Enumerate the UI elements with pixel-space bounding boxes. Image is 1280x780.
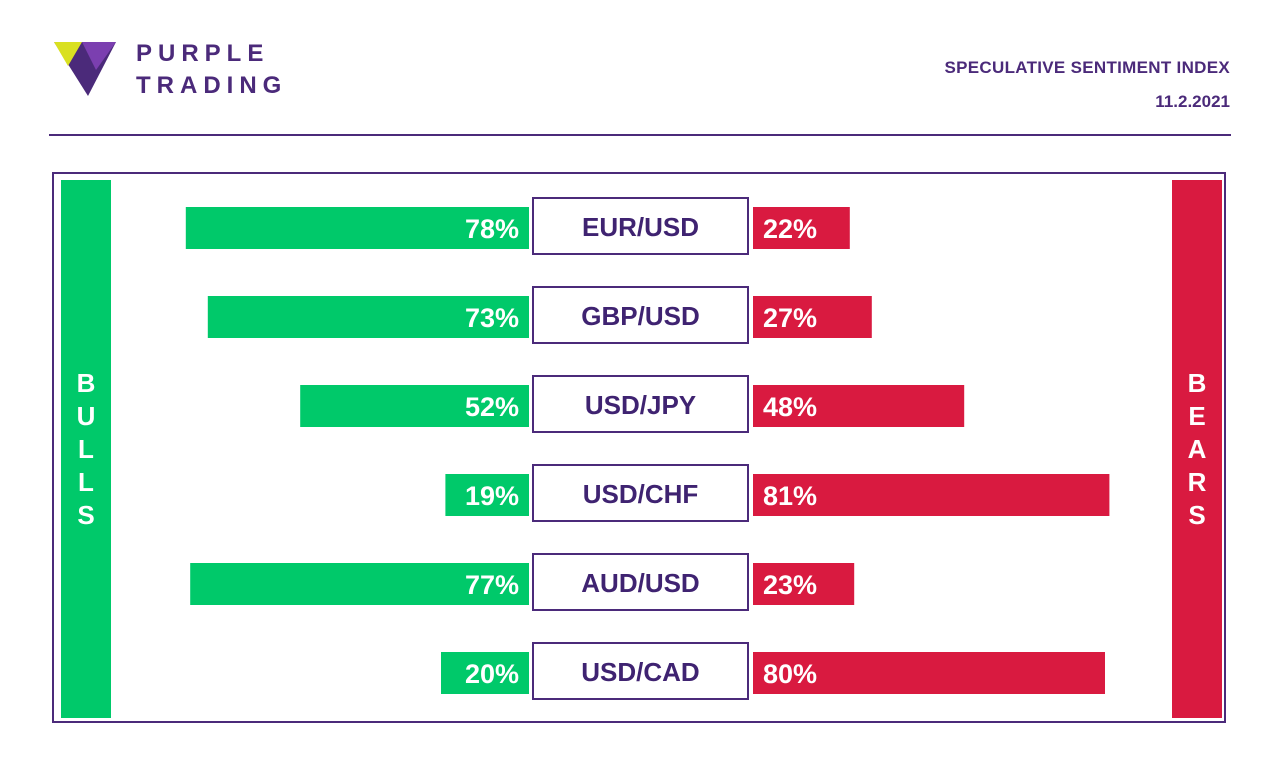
chart-frame [52, 172, 1226, 723]
bull-value-label: 78% [465, 214, 519, 244]
brand-logo: PURPLE TRADING [52, 40, 312, 100]
bulls-letter: S [77, 499, 95, 530]
pair-box [532, 464, 749, 522]
purple-trading-logo-icon [54, 42, 116, 96]
bears-letter: R [1187, 466, 1207, 497]
pair-box [532, 286, 749, 344]
pair-box [532, 553, 749, 611]
bull-value-label: 77% [465, 570, 519, 600]
bull-bar [185, 207, 530, 249]
bear-bar [753, 563, 855, 605]
brand-name-line2: TRADING [136, 72, 288, 99]
bears-letter: B [1187, 367, 1207, 398]
pair-label: USD/CAD [581, 657, 699, 687]
bull-bar [190, 563, 529, 605]
bear-value-label: 27% [763, 303, 817, 333]
bull-value-label: 52% [465, 392, 519, 422]
pair-box [532, 642, 749, 700]
pair-label: EUR/USD [582, 212, 699, 242]
bear-value-label: 22% [763, 214, 817, 244]
bear-value-label: 48% [763, 392, 817, 422]
bull-value-label: 73% [465, 303, 519, 333]
bear-bar [753, 652, 1105, 694]
bears-letter: S [1188, 499, 1206, 530]
bull-bar [445, 474, 529, 516]
bull-bar [207, 296, 530, 338]
page-title: SPECULATIVE SENTIMENT INDEX [944, 58, 1230, 77]
bull-value-label: 19% [465, 481, 519, 511]
pair-label: GBP/USD [581, 301, 699, 331]
bear-value-label: 80% [763, 659, 817, 689]
bull-bar [441, 652, 529, 694]
bears-letter: E [1188, 400, 1206, 431]
bears-letter: A [1187, 433, 1207, 464]
pair-label: USD/CHF [583, 479, 699, 509]
pair-label: AUD/USD [581, 568, 699, 598]
brand-name-line1: PURPLE [136, 40, 270, 67]
bear-value-label: 81% [763, 481, 817, 511]
bear-bar [753, 296, 872, 338]
bulls-letter: L [78, 466, 94, 497]
bulls-letter: B [76, 367, 96, 398]
page-date: 11.2.2021 [1155, 92, 1230, 111]
bull-bar [300, 385, 529, 427]
header-divider [49, 134, 1231, 136]
bear-bar [753, 385, 965, 427]
pair-label: USD/JPY [585, 390, 696, 420]
bulls-letter: U [76, 400, 96, 431]
pair-box [532, 197, 749, 255]
bull-value-label: 20% [465, 659, 519, 689]
bulls-letter: L [78, 433, 94, 464]
bear-bar [753, 207, 850, 249]
bear-value-label: 23% [763, 570, 817, 600]
bear-bar [753, 474, 1110, 516]
pair-box [532, 375, 749, 433]
